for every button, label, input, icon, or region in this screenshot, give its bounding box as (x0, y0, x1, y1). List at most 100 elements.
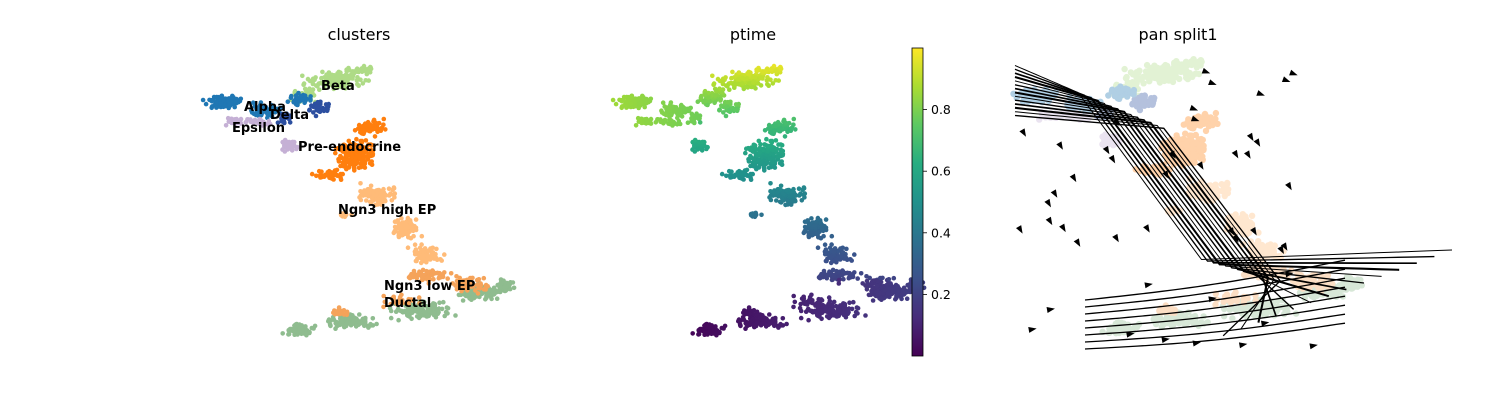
ptime-point (766, 143, 771, 149)
cluster-point (330, 75, 336, 81)
ptime-point (901, 285, 907, 291)
ptime-point (866, 292, 872, 298)
cluster-point (321, 173, 326, 179)
cluster-point (419, 233, 425, 239)
cluster-point (358, 189, 363, 194)
cluster-point (340, 211, 346, 216)
pan-split1-point (1169, 67, 1176, 74)
ptime-point (778, 183, 784, 189)
ptime-point (835, 253, 841, 259)
ptime-point (693, 115, 698, 121)
cluster-point (489, 296, 494, 302)
cluster-point (374, 321, 379, 327)
ptime-point (719, 103, 724, 108)
ptime-point (788, 193, 794, 199)
cluster-point (364, 198, 369, 203)
cluster-point (430, 250, 436, 255)
cluster-point (332, 172, 338, 178)
ptime-point (828, 255, 834, 260)
pan-split1-point (1138, 92, 1146, 100)
cluster-point (468, 275, 473, 281)
pan-split1-point (1219, 186, 1227, 194)
cluster-point (393, 300, 398, 305)
cluster-point (393, 309, 399, 315)
cluster-point (484, 292, 490, 298)
cluster-point (412, 251, 418, 257)
ptime-point (721, 110, 726, 115)
ptime-point (776, 194, 781, 199)
cluster-point (331, 317, 337, 323)
ptime-point (699, 148, 705, 153)
cluster-point (412, 242, 418, 247)
cluster-point (453, 283, 458, 288)
cluster-point (311, 110, 316, 115)
ptime-point (762, 166, 767, 172)
clusters-points (200, 63, 517, 338)
ptime-point (774, 146, 780, 152)
ptime-point (724, 173, 729, 179)
cluster-point (354, 68, 359, 73)
ptime-point (773, 123, 778, 129)
pan-split1-point (1240, 296, 1248, 303)
ptime-point (743, 84, 748, 90)
cluster-point (417, 307, 423, 313)
ptime-point (764, 68, 769, 73)
ptime-point (855, 311, 860, 316)
cluster-point (334, 309, 339, 315)
cluster-point (356, 143, 361, 149)
cluster-point (504, 284, 509, 290)
ptime-point (809, 292, 814, 298)
ptime-point (814, 231, 819, 237)
pan-split1-panel: pan split1 (1010, 25, 1453, 350)
pan-split1-point (1159, 306, 1166, 313)
cluster-point (358, 67, 364, 72)
ptime-point (864, 287, 870, 292)
cluster-point (307, 86, 312, 91)
cluster-point (354, 136, 359, 142)
ptime-point (752, 79, 757, 85)
cluster-point (322, 106, 328, 112)
cluster-point (318, 80, 324, 86)
cluster-point (408, 220, 414, 226)
ptime-point (692, 137, 698, 143)
ptime-point (719, 90, 724, 95)
cluster-point (379, 125, 385, 130)
cluster-point (491, 285, 497, 291)
ptime-point (798, 315, 804, 321)
ptime-point (739, 171, 744, 177)
cluster-point (356, 83, 362, 88)
cluster-point (375, 129, 380, 135)
cluster-point (435, 270, 440, 276)
pan-split1-point (1212, 109, 1220, 117)
cluster-point (286, 139, 292, 145)
ptime-point (715, 76, 721, 82)
cluster-point (285, 147, 290, 152)
ptime-point (870, 298, 876, 303)
ptime-point (799, 296, 805, 301)
cluster-point (328, 322, 333, 328)
cluster-point (370, 148, 376, 154)
cluster-point (234, 119, 239, 125)
ptime-point (748, 171, 753, 177)
ptime-point (710, 73, 715, 79)
ptime-point (878, 275, 883, 281)
cluster-point (475, 291, 481, 296)
ptime-point (771, 152, 776, 157)
ptime-point (738, 322, 743, 328)
pan-split1-point (1257, 245, 1265, 252)
ptime-point (770, 81, 776, 86)
ptime-point (872, 278, 877, 283)
ptime-point (668, 100, 674, 105)
ptime-point (672, 108, 677, 114)
ptime-point (814, 311, 820, 316)
cluster-point (483, 297, 488, 302)
ptime-point (836, 248, 841, 254)
cluster-point (336, 305, 342, 310)
cluster-point (328, 175, 334, 181)
ptime-point (847, 274, 852, 280)
ptime-point (796, 186, 802, 191)
cluster-point (338, 175, 343, 181)
ptime-point (705, 95, 711, 100)
ptime-point (731, 173, 736, 179)
